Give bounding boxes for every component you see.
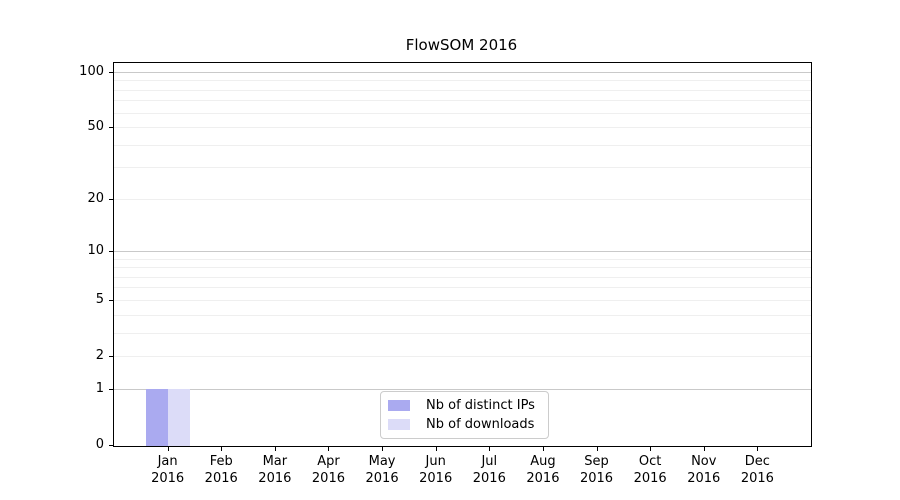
y-tick-mark [109, 198, 114, 200]
y-tick-label: 5 [95, 291, 104, 307]
x-tick-mark [167, 446, 169, 451]
gridline-minor [114, 332, 811, 334]
x-tick-mark [221, 446, 223, 451]
y-tick-label: 20 [87, 190, 104, 206]
x-tick-mark [757, 446, 759, 451]
chart-title: FlowSOM 2016 [405, 36, 518, 54]
x-tick-label-aug: Aug 2016 [526, 454, 560, 486]
gridline-minor [114, 287, 811, 289]
x-tick-mark [542, 446, 544, 451]
x-tick-mark [596, 446, 598, 451]
gridline-minor [114, 267, 811, 269]
x-tick-mark [650, 446, 652, 451]
x-tick-label-oct: Oct 2016 [633, 454, 667, 486]
x-tick-label-mar: Mar 2016 [258, 454, 292, 486]
gridline-major [114, 388, 811, 390]
legend-item-downloads: Nb of downloads [388, 417, 535, 432]
legend-swatch-downloads [388, 419, 410, 430]
gridline-minor [114, 89, 811, 91]
y-tick-label: 10 [87, 243, 104, 259]
y-tick-mark [109, 355, 114, 357]
y-tick-label: 0 [95, 436, 104, 452]
gridline-major [114, 71, 811, 73]
bar-nb-of-distinct-ips-jan-2016 [145, 388, 168, 446]
x-tick-mark [435, 446, 437, 451]
x-tick-mark [489, 446, 491, 451]
gridline-minor [114, 112, 811, 114]
gridline-minor [114, 167, 811, 169]
gridline-minor [114, 127, 811, 129]
gridline-minor [114, 299, 811, 301]
y-tick-mark [109, 444, 114, 446]
legend: Nb of distinct IPs Nb of downloads [380, 391, 549, 439]
x-tick-mark [382, 446, 384, 451]
y-tick-mark [109, 127, 114, 129]
y-tick-mark [109, 299, 114, 301]
legend-item-distinct-ips: Nb of distinct IPs [388, 398, 535, 413]
y-tick-label: 50 [87, 119, 104, 135]
legend-label-distinct-ips: Nb of distinct IPs [426, 398, 535, 413]
legend-label-downloads: Nb of downloads [426, 417, 535, 432]
x-tick-mark [328, 446, 330, 451]
gridline-minor [114, 355, 811, 357]
x-tick-label-jan: Jan 2016 [151, 454, 185, 486]
x-tick-label-dec: Dec 2016 [740, 454, 774, 486]
x-tick-label-may: May 2016 [365, 454, 399, 486]
y-tick-mark [109, 388, 114, 390]
gridline-minor [114, 276, 811, 278]
x-tick-label-apr: Apr 2016 [311, 454, 345, 486]
gridline-minor [114, 100, 811, 102]
y-tick-label: 2 [95, 347, 104, 363]
gridline-major [114, 250, 811, 252]
gridline-minor [114, 314, 811, 316]
gridline-minor [114, 144, 811, 146]
x-tick-mark [703, 446, 705, 451]
x-tick-label-sep: Sep 2016 [579, 454, 614, 486]
x-tick-mark [274, 446, 276, 451]
plot-area: Nb of distinct IPs Nb of downloads 0 1 2 5 1… [79, 62, 812, 486]
gridline-minor [114, 198, 811, 200]
y-tick-mark [109, 71, 114, 73]
gridline-minor [114, 258, 811, 260]
legend-swatch-distinct-ips [388, 400, 410, 411]
x-tick-label-jul: Jul 2016 [472, 454, 506, 486]
x-tick-label-jun: Jun 2016 [419, 454, 453, 486]
gridline-minor [114, 80, 811, 82]
y-tick-label: 1 [95, 380, 104, 396]
bar-nb-of-downloads-jan-2016 [167, 388, 190, 446]
x-tick-label-feb: Feb 2016 [204, 454, 238, 486]
y-tick-mark [109, 250, 114, 252]
x-tick-label-nov: Nov 2016 [687, 454, 721, 486]
y-tick-label: 100 [79, 64, 104, 80]
